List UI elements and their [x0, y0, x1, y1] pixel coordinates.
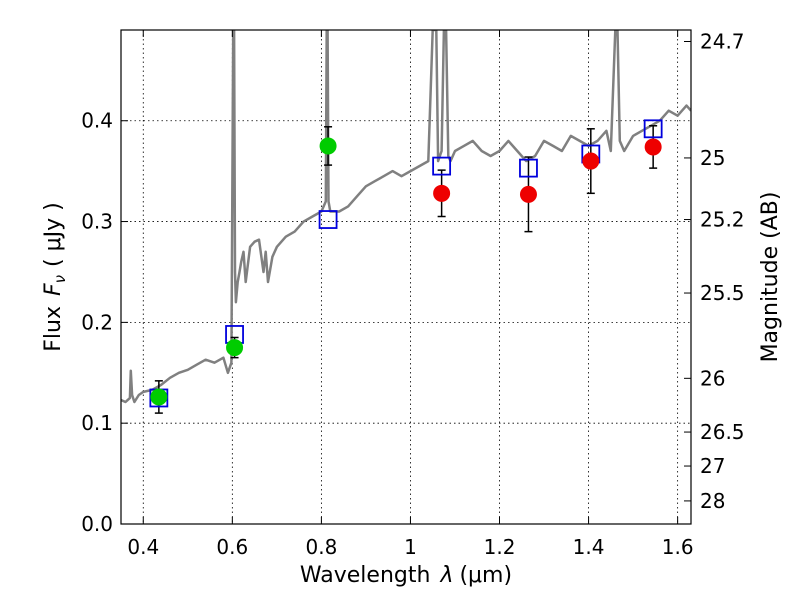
observed-point [644, 138, 662, 156]
x-axis-label: Wavelength λ (μm) [300, 563, 512, 588]
marker-layer [149, 119, 663, 414]
spectrum-line [121, 30, 691, 404]
model-photometry-square [643, 119, 663, 139]
x-tick-label: 1.2 [484, 535, 516, 559]
y-tick-label: 0.1 [81, 411, 113, 435]
right-tick-label: 26.5 [700, 420, 745, 444]
x-tick-label: 1.6 [662, 535, 694, 559]
right-tick-label: 25.2 [700, 208, 745, 232]
right-tick-label: 27 [700, 454, 725, 478]
observed-point [319, 137, 337, 155]
right-tick-label: 24.7 [700, 29, 745, 53]
plot-frame [120, 29, 692, 525]
spectrum-layer [121, 30, 691, 404]
grid-layer [121, 30, 691, 524]
y-axis-label: FluxFν( μJy ) [41, 202, 69, 351]
model-photometry-square [519, 158, 538, 178]
x-tick-label: 0.8 [305, 535, 337, 559]
x-tick-label: 1 [404, 535, 417, 559]
y-tick-label: 0.2 [81, 310, 113, 334]
y-tick-label: 0.4 [81, 109, 113, 133]
right-axis-label: Magnitude (AB) [758, 192, 783, 363]
observed-point [226, 339, 244, 357]
model-photometry-square [318, 210, 338, 229]
right-tick-label: 26 [700, 366, 725, 390]
x-tick-label: 0.4 [127, 535, 159, 559]
y-tick-label: 0.3 [81, 210, 113, 234]
observed-point [582, 152, 600, 170]
observed-point [150, 388, 168, 406]
tick-layer: 0.4 0.6 0.8 1 1.2 1.4 1.6 0.0 0.1 0.2 0.3 0.4 24.7 25… [81, 29, 744, 559]
right-tick-label: 25 [700, 146, 725, 170]
y-tick-label: 0.0 [81, 512, 113, 536]
observed-point [519, 185, 537, 203]
right-tick-label: 25.5 [700, 281, 745, 305]
model-photometry-square [432, 156, 452, 176]
observed-point [433, 184, 451, 202]
right-tick-label: 28 [700, 489, 725, 513]
x-tick-label: 1.4 [573, 535, 605, 559]
x-tick-label: 0.6 [216, 535, 248, 559]
